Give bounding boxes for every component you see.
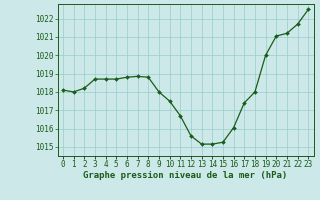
X-axis label: Graphe pression niveau de la mer (hPa): Graphe pression niveau de la mer (hPa) xyxy=(84,171,288,180)
